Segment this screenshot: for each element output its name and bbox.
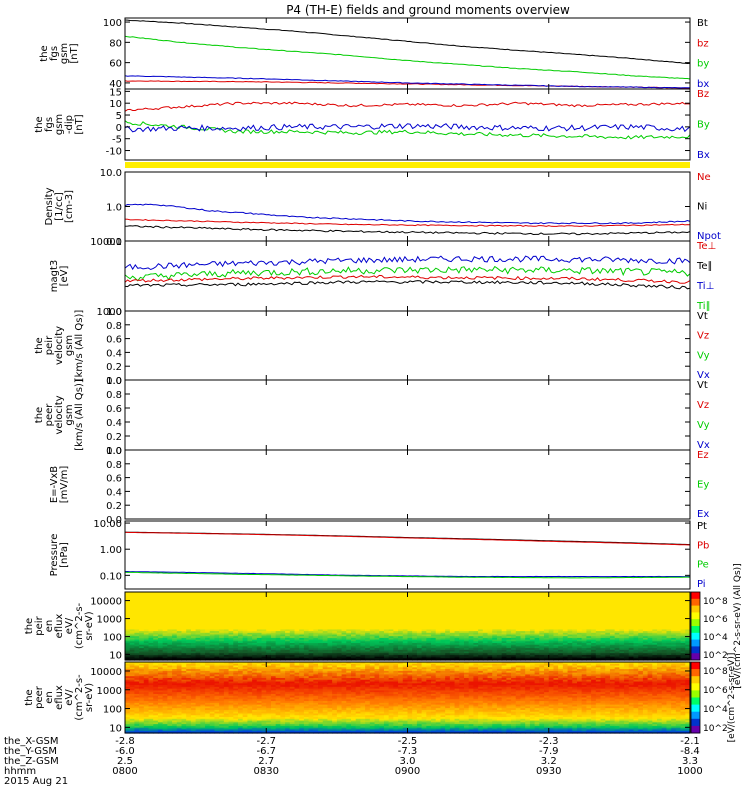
- y-axis-label: [nPa]: [59, 542, 70, 568]
- legend-By: By: [697, 120, 710, 131]
- legend-Vy: Vy: [697, 350, 710, 361]
- y-tick-label: 5: [116, 111, 122, 122]
- legend-bz: bz: [697, 38, 709, 49]
- legend-Bz: Bz: [697, 89, 709, 100]
- y-tick-label: 10: [109, 99, 122, 110]
- y-tick-label: 0.10: [100, 571, 122, 582]
- y-tick-label: 10.00: [93, 519, 122, 530]
- y-axis-label: [eV]: [59, 266, 70, 287]
- y-tick-label: 80: [109, 38, 122, 49]
- y-axis-label: [nT]: [74, 114, 85, 134]
- y-tick-label: 0.2: [106, 501, 122, 512]
- legend-Bx: Bx: [697, 150, 710, 161]
- legend-Vz: Vz: [697, 331, 709, 342]
- y-tick-label: 1.0: [106, 446, 122, 457]
- legend-Bt: Bt: [697, 18, 708, 29]
- y-tick-label: 0.8: [106, 390, 122, 401]
- legend-Te⊥: Te⊥: [696, 241, 716, 252]
- legend-Ti⊥: Ti⊥: [696, 281, 714, 292]
- y-tick-label: 0.8: [106, 321, 122, 332]
- legend-Ey: Ey: [697, 480, 709, 491]
- legend-Vy: Vy: [697, 420, 710, 431]
- y-axis-label: [mV/m]: [59, 466, 70, 504]
- legend-Ex: Ex: [697, 509, 709, 520]
- y-tick-label: 0.4: [106, 348, 122, 359]
- legend-Vz: Vz: [697, 400, 709, 411]
- legend-Pi: Pi: [697, 579, 706, 590]
- plot-title: P4 (TH-E) fields and ground moments over…: [286, 3, 570, 17]
- y-tick-label: 0.4: [106, 487, 122, 498]
- y-tick-label: 60: [109, 59, 122, 70]
- legend-Ni: Ni: [697, 202, 707, 213]
- legend-Te∥: Te∥: [696, 261, 713, 272]
- y-axis-label: [km/s (All Qs)]: [74, 379, 85, 451]
- y-tick-label: 0.6: [106, 404, 122, 415]
- y-tick-label: 10.0: [100, 168, 122, 179]
- y-tick-label: 0: [116, 123, 122, 134]
- legend-Ez: Ez: [697, 450, 709, 461]
- y-tick-label: 0.2: [106, 362, 122, 373]
- flag-bar: [125, 162, 690, 168]
- y-tick-label: 1.0: [106, 307, 122, 318]
- y-tick-label: 100: [103, 18, 122, 29]
- y-tick-label: 1.0: [106, 203, 122, 214]
- y-axis-label: [km/s (All Qs)]: [74, 310, 85, 382]
- legend-Vt: Vt: [697, 311, 708, 322]
- y-tick-label: 0.8: [106, 460, 122, 471]
- y-tick-label: 10000: [90, 237, 122, 248]
- legend-Pe: Pe: [697, 560, 709, 571]
- y-tick-label: 1.00: [100, 545, 122, 556]
- legend-Pt: Pt: [697, 521, 707, 532]
- legend-by: by: [697, 59, 709, 70]
- y-tick-label: 0.2: [106, 432, 122, 443]
- y-tick-label: 1.0: [106, 376, 122, 387]
- y-tick-label: -10: [106, 147, 122, 158]
- y-axis-label: [nT]: [69, 43, 80, 63]
- y-tick-label: 0.6: [106, 474, 122, 485]
- legend-Vt: Vt: [697, 380, 708, 391]
- legend-Ne: Ne: [697, 172, 711, 183]
- y-tick-label: -5: [112, 135, 122, 146]
- legend-Pb: Pb: [697, 540, 709, 551]
- y-tick-label: 15: [109, 87, 122, 98]
- y-tick-label: 0.6: [106, 335, 122, 346]
- y-axis-label: [cm-3]: [64, 190, 75, 223]
- y-tick-label: 0.4: [106, 418, 122, 429]
